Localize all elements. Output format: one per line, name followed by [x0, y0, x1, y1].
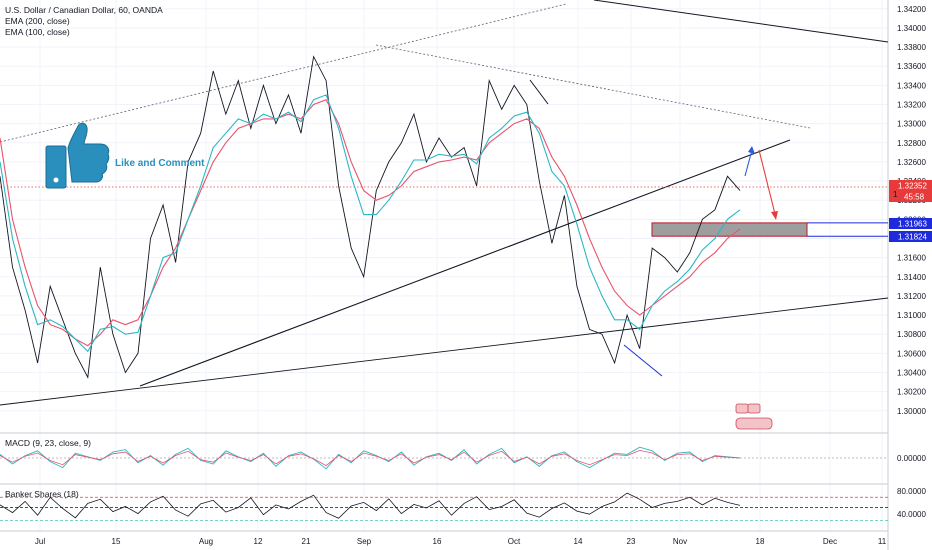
price-tags: 1.32352 45:58 1 1.31963 1.31824 [889, 180, 932, 242]
demand-zone-box[interactable] [651, 222, 808, 237]
demand-zone[interactable] [651, 222, 888, 237]
macd-line [0, 446, 741, 470]
x-tick-label: Aug [199, 537, 213, 546]
x-tick-label: Oct [508, 537, 521, 546]
x-tick-label: 11 [878, 537, 887, 546]
zone-top-tag [889, 218, 932, 229]
x-tick-label: Nov [673, 537, 687, 546]
symbol-title[interactable]: U.S. Dollar / Canadian Dollar, 60, OANDA [5, 5, 163, 15]
x-tick-label: Dec [823, 537, 837, 546]
divergence-line[interactable] [623, 344, 663, 377]
zone-bottom-tag [889, 231, 932, 242]
y-tick-label: 1.31000 [897, 311, 926, 320]
y-tick-label: 1.30600 [897, 349, 926, 358]
macd-signal-line [0, 449, 741, 467]
up-arrow-shaft[interactable] [744, 149, 753, 177]
y-tick-label: 1.30400 [897, 368, 926, 377]
y-tick-label: 1.33200 [897, 100, 926, 109]
top-resistance-line[interactable] [593, 0, 889, 43]
small-top-line[interactable] [529, 79, 549, 105]
ema100-legend[interactable]: EMA (100, close) [5, 27, 70, 37]
x-tick-label: 14 [574, 537, 583, 546]
price-axis[interactable]: 1.34200 1.34000 1.33800 1.33600 1.33400 1.332… [897, 5, 926, 416]
y-tick-label: 1.33600 [897, 62, 926, 71]
price-series-line [0, 55, 741, 379]
upper-channel-dotted-line[interactable] [0, 3, 567, 143]
y-tick-label: 1.30200 [897, 388, 926, 397]
thumbs-up-icon [45, 122, 110, 189]
y-tick-label: 1.32600 [897, 158, 926, 167]
like-and-comment-text: Like and Comment [115, 158, 205, 169]
y-tick-label: 1.30000 [897, 407, 926, 416]
y-tick-label: 1.34000 [897, 24, 926, 33]
ema200-line [0, 99, 741, 347]
x-tick-label: 12 [254, 537, 263, 546]
countdown-value: 45:58 [904, 193, 925, 202]
up-arrow-head [748, 146, 755, 154]
y-tick-label: 1.31400 [897, 273, 926, 282]
descending-dotted-line[interactable] [375, 44, 811, 129]
macd-zero-label: 0.00000 [897, 454, 926, 463]
x-tick-label: 21 [302, 537, 311, 546]
y-tick-label: 1.33000 [897, 120, 926, 129]
countdown-tag [889, 191, 932, 202]
y-tick-label: 1.32800 [897, 139, 926, 148]
macd-pane [0, 446, 888, 470]
ema200-legend[interactable]: EMA (200, close) [5, 16, 70, 26]
y-tick-label: 1.30800 [897, 330, 926, 339]
x-tick-label: 18 [756, 537, 765, 546]
y-tick-label: 1.33800 [897, 43, 926, 52]
banker-label-40: 40.0000 [897, 510, 926, 519]
time-axis[interactable]: Jul 15 Aug 12 21 Sep 16 Oct 14 23 Nov 18 Dec 11 [35, 537, 887, 546]
trendlines[interactable] [0, 0, 889, 406]
banker-label-80: 80.0000 [897, 487, 926, 496]
ema100-line [0, 94, 741, 353]
banker-title[interactable]: Banker Shares (18) [5, 489, 79, 499]
y-tick-label: 1.33400 [897, 81, 926, 90]
zone-bottom-value: 1.31824 [898, 233, 927, 242]
rising-wedge-line[interactable] [139, 139, 791, 387]
x-tick-label: Sep [357, 537, 372, 546]
zone-top-value: 1.31963 [898, 220, 927, 229]
banker-line [0, 492, 741, 519]
macd-title[interactable]: MACD (9, 23, close, 9) [5, 438, 91, 448]
x-tick-label: 23 [627, 537, 636, 546]
last-price-tag [889, 180, 932, 191]
price-series [0, 55, 741, 379]
banker-pane [0, 492, 888, 521]
down-arrow-head [771, 211, 778, 220]
projection-arrows[interactable] [744, 146, 778, 220]
x-tick-label: Jul [35, 537, 45, 546]
lower-support-line[interactable] [0, 297, 889, 406]
y-tick-label: 1.31200 [897, 292, 926, 301]
last-price-value: 1.32352 [898, 182, 927, 191]
event-flags-icon [735, 403, 773, 430]
y-tick-label: 1.34200 [897, 5, 926, 14]
x-tick-label: 15 [112, 537, 121, 546]
y-tick-label: 1.31600 [897, 254, 926, 263]
down-arrow-shaft[interactable] [758, 149, 776, 215]
x-tick-label: 16 [433, 537, 442, 546]
last-marker: 1 [893, 190, 898, 199]
